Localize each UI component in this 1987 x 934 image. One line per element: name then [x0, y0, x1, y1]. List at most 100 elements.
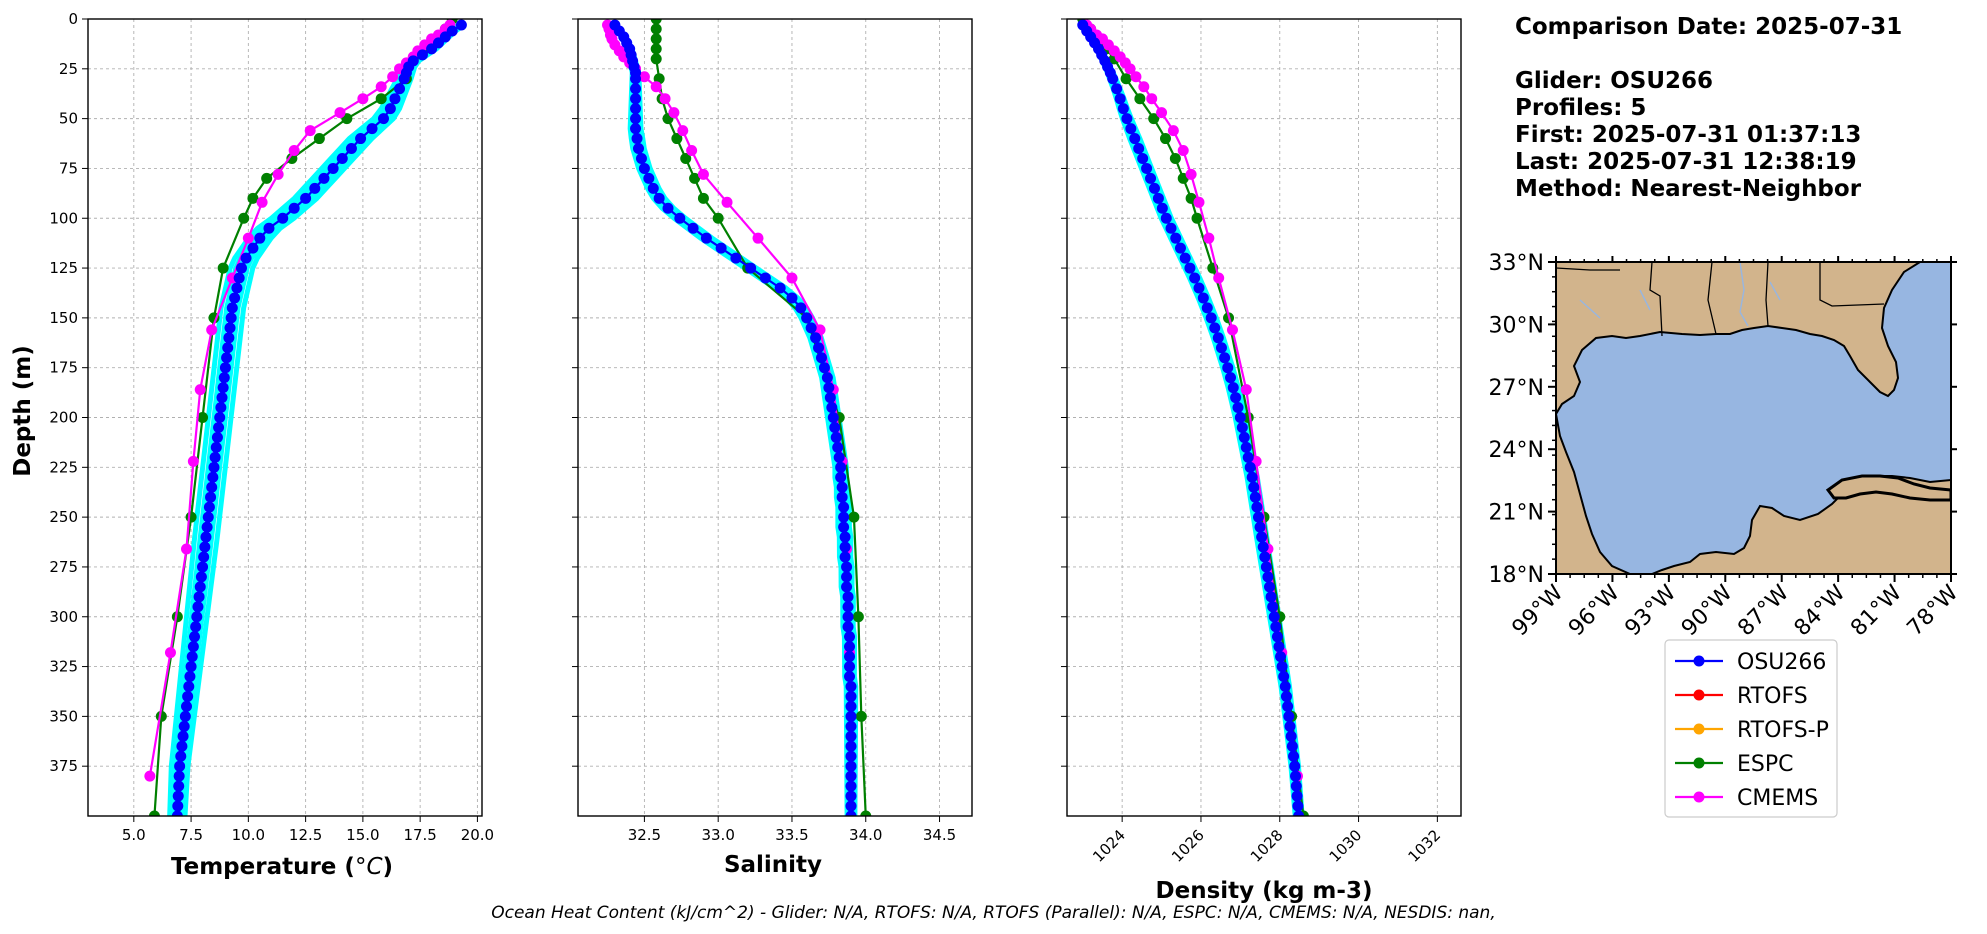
- glider-point: [177, 730, 189, 742]
- comparison-date: Comparison Date: 2025-07-31: [1515, 14, 1903, 40]
- lat-label: 30°N: [1489, 313, 1544, 338]
- lat-label: 24°N: [1489, 438, 1544, 463]
- cmems-point: [187, 455, 199, 467]
- glider-point: [835, 471, 847, 483]
- glider-point: [1290, 780, 1302, 792]
- cmems-point: [1193, 196, 1205, 208]
- glider-point: [1279, 680, 1291, 692]
- glider-point: [845, 810, 857, 816]
- lon-label: 93°W: [1620, 580, 1681, 641]
- legend-label: RTOFS: [1737, 684, 1808, 709]
- salinity-x-label: Salinity: [724, 852, 822, 878]
- espc-point: [848, 511, 860, 523]
- gulf-of-mexico: [1556, 262, 1951, 574]
- y-axis-label: Depth (m): [10, 345, 36, 477]
- glider-point: [213, 421, 225, 433]
- glider-point: [845, 690, 857, 702]
- glider-series: [171, 19, 467, 816]
- glider-point: [845, 760, 857, 772]
- glider-point: [730, 252, 742, 264]
- x-tick-label: 1026: [1168, 826, 1208, 866]
- lat-label: 33°N: [1489, 251, 1544, 276]
- glider-point: [832, 441, 844, 453]
- espc-point: [1160, 133, 1171, 145]
- lat-label: 18°N: [1489, 563, 1544, 588]
- y-tick-label: 100: [49, 209, 78, 227]
- legend-label: ESPC: [1737, 752, 1794, 777]
- lon-label: 99°W: [1508, 580, 1569, 641]
- espc-point: [217, 262, 229, 274]
- glider-series: [609, 19, 857, 816]
- y-tick-label: 275: [49, 558, 78, 576]
- glider-point: [1262, 571, 1274, 583]
- glider-point: [224, 322, 236, 334]
- glider-point: [1275, 651, 1287, 663]
- glider-point: [662, 202, 674, 214]
- legend-label: CMEMS: [1737, 786, 1818, 811]
- glider-point: [300, 192, 312, 204]
- espc-point: [650, 33, 662, 45]
- y-tick-label: 375: [49, 757, 78, 775]
- glider-point: [172, 790, 184, 802]
- axes-frame: [87, 18, 483, 817]
- lat-label: 21°N: [1489, 501, 1544, 526]
- cmems-series: [144, 19, 456, 782]
- cmems-point: [1203, 232, 1215, 244]
- glider-point: [630, 103, 642, 115]
- glider-point: [1219, 352, 1231, 364]
- glider-point: [821, 372, 833, 384]
- glider-point: [813, 342, 825, 354]
- glider-point: [1259, 551, 1271, 563]
- espc-point: [650, 53, 662, 65]
- cmems-point: [375, 81, 387, 93]
- lon-label: 90°W: [1677, 580, 1738, 641]
- glider-point: [194, 581, 206, 593]
- glider-point: [845, 710, 857, 722]
- cmems-line: [1085, 24, 1299, 777]
- espc-point: [860, 810, 872, 816]
- x-tick-label: 7.5: [179, 826, 203, 844]
- glider-point: [455, 19, 467, 31]
- x-tick-label: 33.5: [775, 826, 808, 844]
- glider-point: [219, 362, 231, 374]
- first-time: First: 2025-07-31 01:37:13: [1515, 122, 1862, 148]
- glider-point: [1238, 431, 1250, 443]
- glider-point: [200, 531, 212, 543]
- glider-point: [186, 651, 198, 663]
- glider-point: [1236, 421, 1248, 433]
- glider-point: [198, 551, 210, 563]
- espc-point: [697, 192, 709, 204]
- glider-point: [839, 531, 851, 543]
- glider-point: [327, 162, 339, 174]
- glider-point: [1268, 611, 1280, 623]
- glider-profile-line: [612, 23, 854, 816]
- glider-point: [389, 93, 401, 105]
- cmems-point: [272, 168, 284, 180]
- glider-point: [1215, 342, 1227, 354]
- cmems-point: [1130, 71, 1142, 83]
- glider-point: [838, 511, 850, 523]
- glider-point: [182, 690, 194, 702]
- glider-point: [1212, 332, 1224, 344]
- glider-point: [845, 800, 857, 812]
- glider-point: [839, 541, 851, 553]
- glider-point: [172, 800, 184, 812]
- cmems-series: [1081, 19, 1303, 782]
- glider-point: [394, 83, 406, 95]
- cmems-point: [334, 107, 346, 119]
- glider-point: [189, 631, 201, 643]
- y-tick-label: 350: [49, 707, 78, 725]
- glider-point: [179, 710, 191, 722]
- espc-point: [197, 412, 209, 423]
- glider-point: [222, 342, 234, 354]
- glider-point: [1267, 601, 1279, 613]
- location-map: 33°N 30°N 27°N 24°N 21°N 18°N99°W96°W93°W90°W…: [1489, 251, 1964, 641]
- glider-point: [254, 232, 266, 244]
- glider-point: [630, 123, 642, 135]
- glider-point: [1240, 441, 1252, 453]
- legend-label: RTOFS-P: [1737, 718, 1829, 743]
- glider-point: [221, 352, 233, 364]
- x-tick-label: 32.5: [628, 826, 661, 844]
- glider-point: [836, 481, 848, 493]
- glider-point: [1117, 103, 1129, 115]
